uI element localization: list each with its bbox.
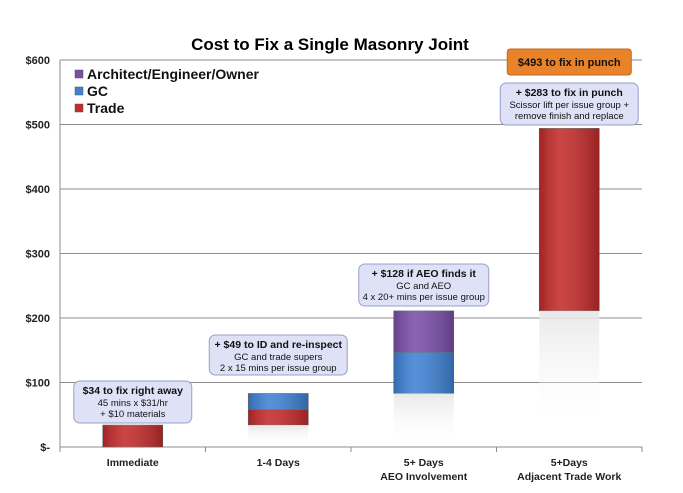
annotation-heading: + $49 to ID and re-inspect [215,339,343,351]
y-tick-label: $100 [26,378,50,390]
annotation-detail: + $10 materials [100,409,165,420]
legend-swatch [74,86,84,96]
bar-shading [393,310,454,353]
annotation-detail: 2 x 15 mins per issue group [220,363,337,374]
y-tick-label: $- [40,442,50,454]
legend-label: Trade [87,100,125,116]
annotation-box [208,334,348,376]
annotation-detail: 4 x 20+ mins per issue group [363,292,485,303]
y-tick-label: $600 [26,55,50,67]
y-tick-label: $300 [26,249,50,261]
x-axis: Immediate 1-4 Days 5+ Days AEO Involvement 5… [107,457,622,483]
annotation-heading: + $283 to fix in punch [516,87,623,99]
legend-label: GC [87,83,108,99]
chart-title: Cost to Fix a Single Masonry Joint [191,35,469,54]
y-tick-label: $400 [26,184,50,196]
annotation-heading: $34 to fix right away [83,385,184,397]
annotation-detail: remove finish and replace [515,111,624,122]
y-tick-label: $200 [26,313,50,325]
bar-shading [393,352,454,394]
x-category-label: 1-4 Days [257,457,300,469]
total-callout-box [506,48,632,76]
legend-swatch [74,103,84,113]
annotation-detail: 45 mins x $31/hr [98,398,168,409]
annotation-box [499,82,639,126]
bar-reflection [539,310,600,431]
x-category-label-line2: Adjacent Trade Work [517,471,621,483]
bar-shading [248,393,309,410]
x-category-label-line2: AEO Involvement [380,471,467,483]
legend-label: Architect/Engineer/Owner [87,66,259,82]
annotation-box [73,380,193,424]
annotation-detail: GC and trade supers [234,352,322,363]
bar-shading [102,425,163,447]
bar-shading [248,409,309,426]
bar-reflection [393,393,454,447]
x-category-label: Immediate [107,457,159,469]
annotation-detail: GC and AEO [396,281,451,292]
annotation-box [358,263,490,307]
bar-shading [539,128,600,311]
y-tick-label: $500 [26,120,50,132]
total-callout-label: $493 to fix in punch [518,57,621,69]
x-category-label: 5+ Days [404,457,444,469]
annotation-detail: Scissor lift per issue group + [509,100,629,111]
bar-reflection [248,425,309,447]
x-category-label: 5+Days [551,457,588,469]
grid [59,59,643,452]
annotation-heading: + $128 if AEO finds it [372,268,477,280]
legend-swatch [74,69,84,79]
bars [102,128,600,448]
y-axis: $- $100 $200 $300 $400 $500 $600 [26,55,51,454]
